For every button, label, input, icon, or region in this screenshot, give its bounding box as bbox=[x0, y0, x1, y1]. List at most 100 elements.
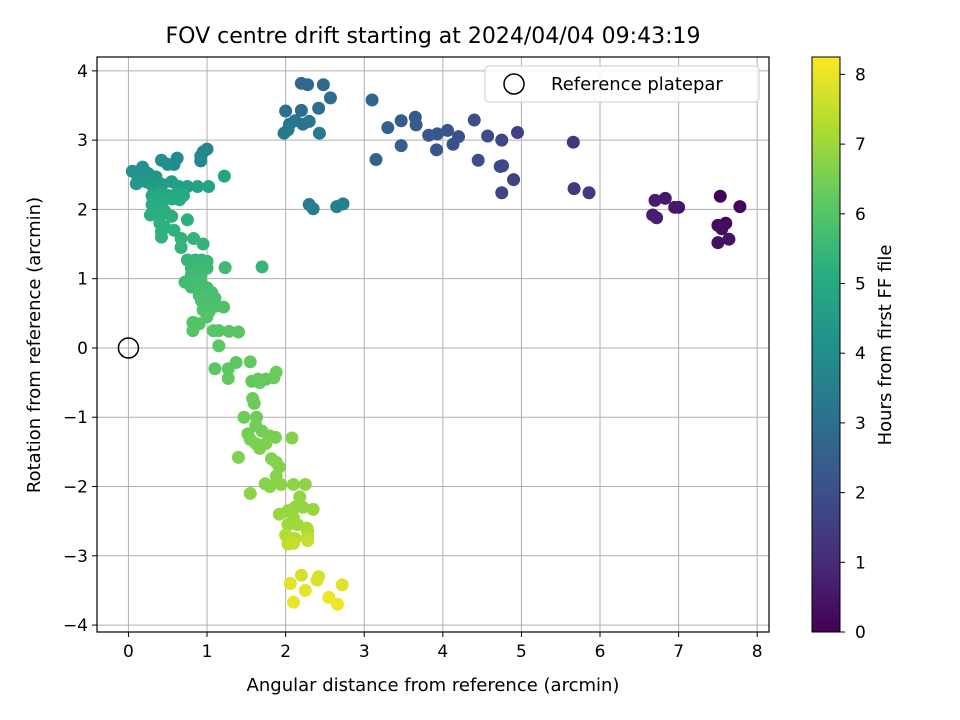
y-tick-label: 0 bbox=[77, 339, 88, 359]
x-tick-label: 4 bbox=[437, 642, 448, 662]
legend-marker-icon bbox=[503, 73, 525, 95]
legend-label: Reference platepar bbox=[551, 74, 723, 95]
colorbar-tick-label: 0 bbox=[855, 623, 866, 643]
data-point bbox=[493, 159, 507, 173]
data-point bbox=[279, 104, 293, 118]
data-point bbox=[467, 113, 481, 127]
data-point bbox=[194, 149, 208, 163]
data-point bbox=[658, 191, 672, 205]
data-point bbox=[306, 202, 320, 216]
data-point bbox=[507, 173, 521, 187]
data-point bbox=[263, 480, 277, 494]
y-tick-label: −3 bbox=[63, 547, 88, 567]
data-point bbox=[495, 133, 509, 147]
data-point bbox=[650, 211, 664, 225]
data-point bbox=[394, 139, 408, 153]
data-point bbox=[471, 153, 485, 167]
plot-frame bbox=[96, 56, 770, 633]
data-point bbox=[298, 583, 312, 597]
data-point bbox=[567, 182, 581, 196]
data-point bbox=[174, 241, 188, 255]
colorbar-tick-label: 8 bbox=[855, 65, 866, 85]
y-axis-label: Rotation from reference (arcmin) bbox=[24, 197, 45, 493]
data-point bbox=[229, 356, 243, 370]
data-point bbox=[316, 78, 330, 92]
data-point bbox=[394, 114, 408, 128]
data-point bbox=[281, 518, 295, 532]
data-point bbox=[648, 193, 662, 207]
data-point bbox=[294, 103, 308, 117]
data-point bbox=[312, 126, 326, 140]
colorbar-tick-label: 3 bbox=[855, 414, 866, 434]
data-point bbox=[202, 180, 216, 194]
data-point bbox=[722, 232, 736, 246]
data-point bbox=[713, 189, 727, 203]
x-tick-label: 7 bbox=[673, 642, 684, 662]
data-point bbox=[173, 193, 187, 207]
data-point bbox=[222, 324, 236, 338]
data-point bbox=[301, 534, 315, 548]
colorbar-tick-label: 5 bbox=[855, 275, 866, 295]
y-tick-label: −4 bbox=[63, 616, 88, 636]
data-point bbox=[274, 477, 288, 491]
reference-marker-layer bbox=[117, 337, 140, 359]
chart-title: FOV centre drift starting at 2024/04/04 … bbox=[166, 24, 701, 49]
data-point bbox=[310, 573, 324, 587]
colorbar-tick-label: 2 bbox=[855, 484, 866, 504]
data-point bbox=[312, 101, 326, 115]
legend: Reference platepar bbox=[484, 65, 760, 103]
data-point bbox=[174, 232, 188, 246]
data-point bbox=[294, 568, 308, 582]
data-point bbox=[286, 595, 300, 609]
data-point bbox=[365, 93, 379, 107]
data-point bbox=[331, 597, 345, 611]
x-tick-label: 0 bbox=[123, 642, 134, 662]
data-point bbox=[566, 135, 580, 149]
data-point bbox=[221, 371, 235, 385]
data-point bbox=[161, 157, 175, 171]
y-tick-label: 4 bbox=[77, 62, 88, 82]
data-point bbox=[217, 300, 231, 314]
data-point bbox=[302, 114, 316, 128]
grid bbox=[97, 57, 769, 632]
data-point bbox=[218, 261, 232, 275]
data-point bbox=[196, 237, 210, 251]
colorbar-ticks: 0 1 2 3 4 5 6 7 8 bbox=[840, 65, 866, 643]
data-point bbox=[243, 486, 257, 500]
data-point bbox=[293, 490, 307, 504]
data-point bbox=[154, 230, 168, 244]
data-point bbox=[212, 339, 226, 353]
data-point bbox=[668, 200, 682, 214]
x-axis: 0 1 2 3 4 5 6 7 8 bbox=[123, 632, 763, 662]
data-point bbox=[495, 186, 509, 200]
data-point bbox=[733, 200, 747, 214]
reference-marker bbox=[117, 337, 140, 359]
data-point bbox=[336, 197, 350, 211]
data-point bbox=[335, 578, 349, 592]
data-point bbox=[323, 91, 337, 105]
data-point bbox=[165, 209, 179, 223]
data-point bbox=[269, 365, 283, 379]
colorbar-frame bbox=[811, 56, 841, 633]
data-point bbox=[296, 500, 310, 514]
data-point bbox=[259, 437, 273, 451]
data-point bbox=[283, 577, 297, 591]
y-axis: −4 −3 −2 −1 0 1 2 3 4 bbox=[63, 62, 97, 636]
data-point bbox=[191, 180, 205, 194]
data-point bbox=[306, 502, 320, 516]
data-point bbox=[409, 118, 423, 132]
data-point bbox=[281, 123, 295, 137]
x-tick-label: 6 bbox=[595, 642, 606, 662]
data-point bbox=[322, 590, 336, 604]
data-point bbox=[187, 232, 201, 246]
y-tick-label: 1 bbox=[77, 270, 88, 290]
colorbar-tick-label: 7 bbox=[855, 135, 866, 155]
data-point bbox=[441, 123, 455, 137]
data-point bbox=[301, 78, 315, 92]
colorbar-tick-label: 1 bbox=[855, 553, 866, 573]
data-point bbox=[145, 178, 159, 192]
data-point bbox=[430, 143, 444, 157]
data-point bbox=[217, 169, 231, 183]
data-point bbox=[298, 477, 312, 491]
